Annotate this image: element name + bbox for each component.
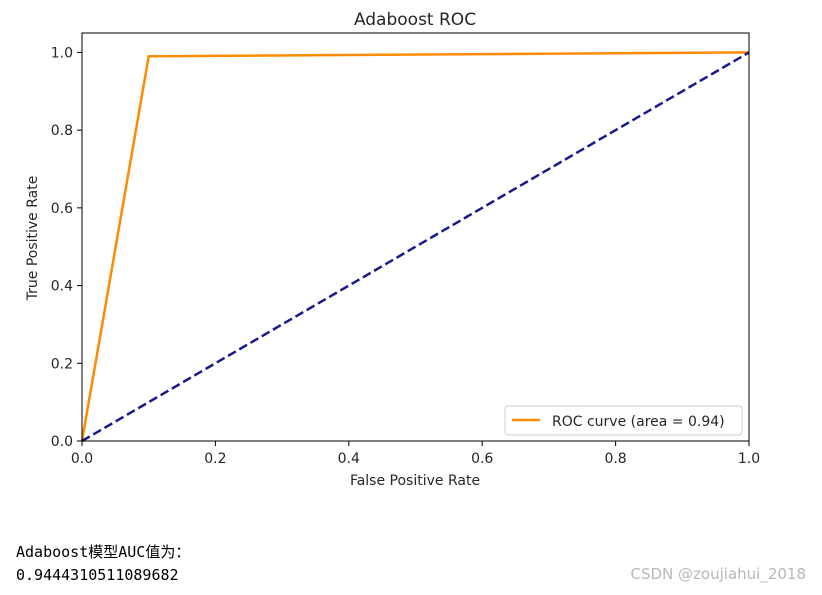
x-tick-label: 0.0 (71, 451, 93, 467)
x-tick-label: 0.2 (204, 451, 226, 467)
output-line-value: 0.9444310511089682 (16, 566, 179, 584)
legend-box (504, 405, 743, 436)
y-axis-label: True Positive Rate (25, 176, 41, 302)
roc-chart: Adaboost ROC 0.0 0.2 0.4 0.6 0.8 1.0 0.0 0.2 0.… (25, 10, 760, 489)
y-tick-label: 0.2 (51, 356, 73, 372)
legend-label-roc: ROC curve (area = 0.94) (552, 414, 725, 430)
plot-frame (81, 32, 750, 442)
x-tick-label: 0.4 (338, 451, 360, 467)
output-line-label: Adaboost模型AUC值为： (16, 543, 191, 561)
watermark: CSDN @zoujiahui_2018 (630, 565, 806, 583)
y-tick-label: 0.6 (51, 201, 73, 217)
x-tick-label: 1.0 (738, 451, 760, 467)
y-tick-label: 0.0 (51, 434, 73, 450)
x-axis-label: False Positive Rate (350, 473, 480, 489)
y-tick-label: 1.0 (51, 45, 73, 61)
x-tick-label: 0.8 (604, 451, 626, 467)
output-text: Adaboost模型AUC值为： 0.9444310511089682 (16, 541, 190, 587)
legend: ROC curve (area = 0.94) (504, 405, 743, 436)
chart-title: Adaboost ROC (354, 10, 476, 30)
series-line-1 (81, 51, 750, 443)
x-tick-label: 0.6 (471, 451, 493, 467)
y-tick-label: 0.8 (51, 123, 73, 139)
y-tick-label: 0.4 (51, 279, 73, 295)
series-line-0 (80, 51, 750, 442)
